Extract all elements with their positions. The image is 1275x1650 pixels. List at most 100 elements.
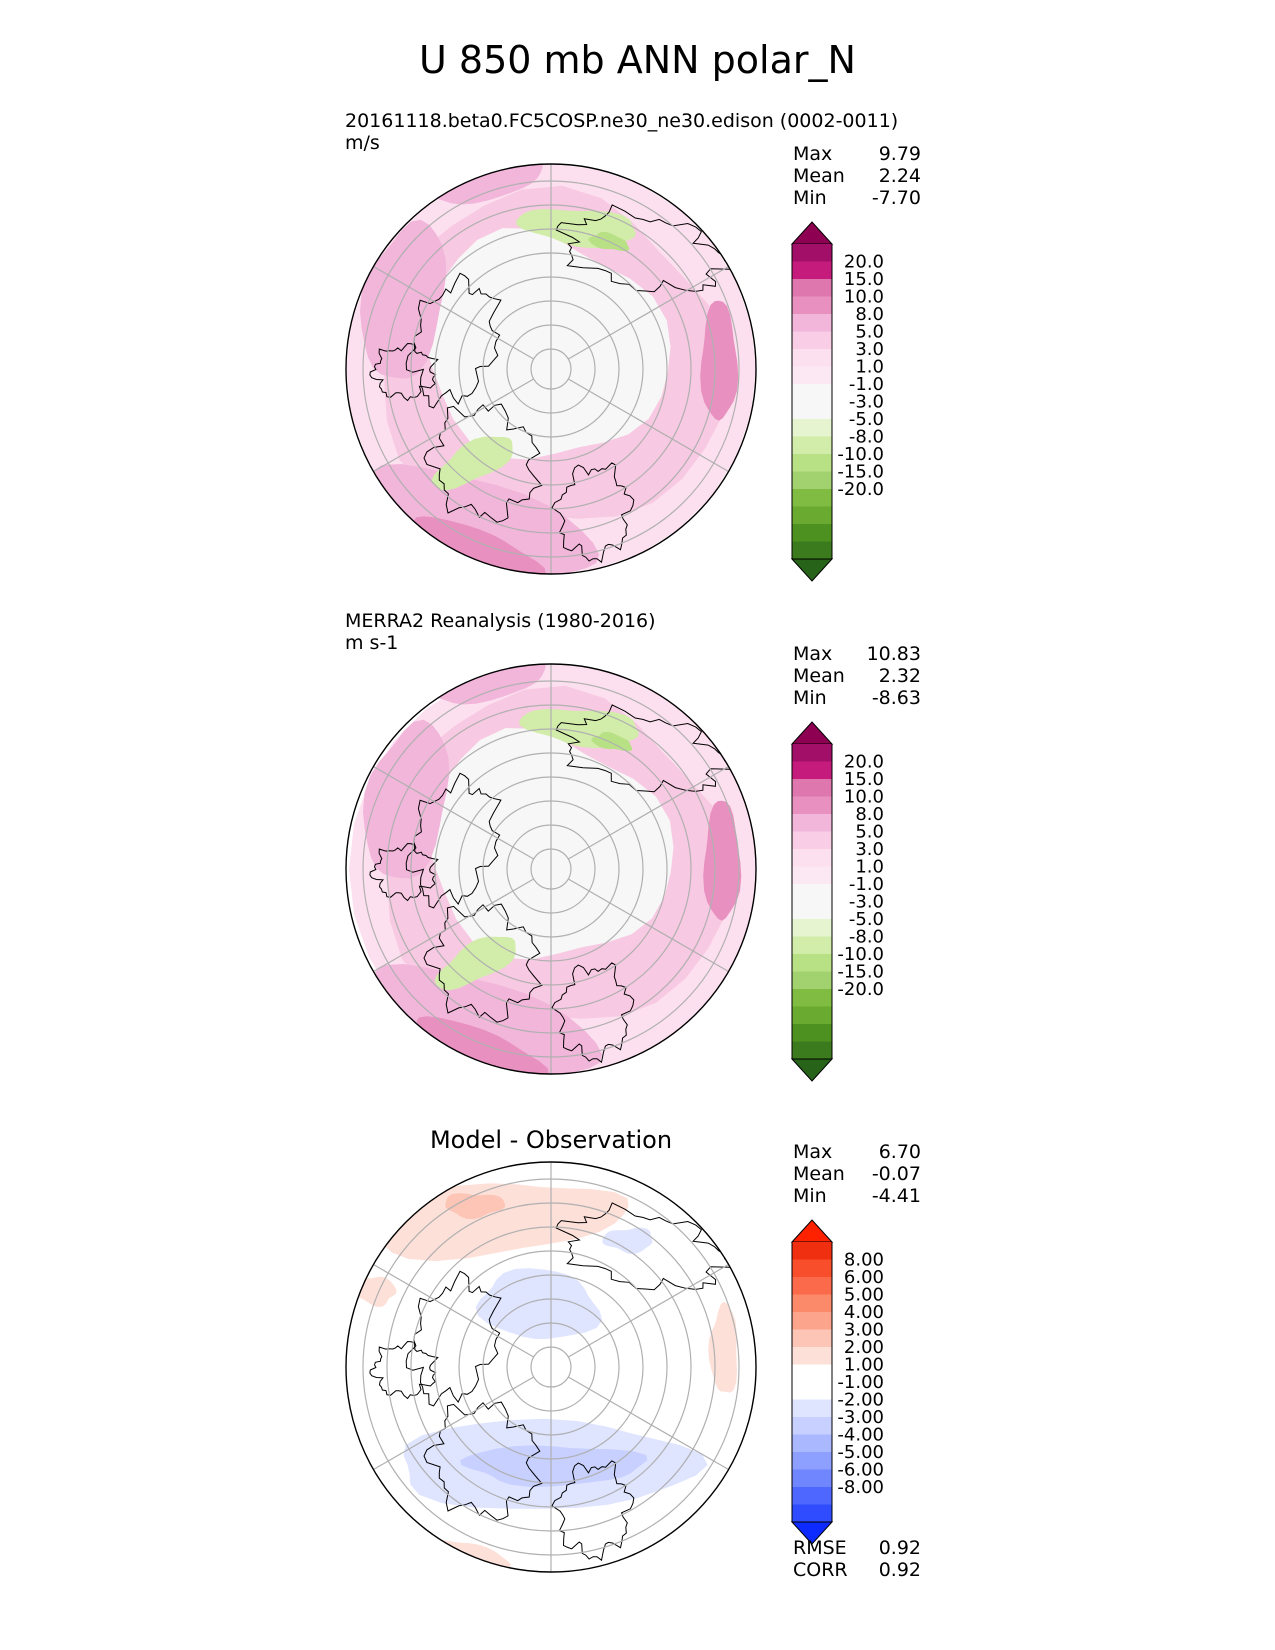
model-colorbar-tick-label: 1.0 — [855, 357, 884, 378]
coastline — [369, 342, 439, 402]
model-colorbar: 20.015.010.08.05.03.01.0-1.0-3.0-5.0-8.0… — [790, 221, 884, 582]
obs-map-contour-region — [703, 800, 742, 921]
coastline — [405, 772, 502, 909]
obs-colorbar-tick-label: -5.0 — [849, 909, 884, 930]
model-colorbar-bin — [792, 489, 832, 507]
obs-colorbar-tick-label: 20.0 — [844, 752, 884, 773]
obs-colorbar-bin — [792, 884, 832, 902]
model-map-boundary — [345, 163, 757, 575]
stat-max-value: 10.83 — [866, 643, 921, 665]
diff-colorbar-bin — [792, 1364, 832, 1383]
diff-colorbar-bin — [792, 1399, 832, 1418]
stat-min-label: Min — [793, 687, 827, 709]
obs-colorbar-tick-label: 5.0 — [855, 822, 884, 843]
model-colorbar-bin — [792, 401, 832, 420]
diff-colorbar-tick-label: 8.00 — [844, 1250, 884, 1271]
meridian — [568, 1263, 729, 1358]
obs-colorbar-bin — [792, 901, 832, 920]
model-colorbar-tick-label: 20.0 — [844, 252, 884, 273]
model-colorbar-tick-label: 10.0 — [844, 287, 884, 308]
diff-colorbar: 8.006.005.004.003.002.001.00-1.00-2.00-3… — [790, 1219, 884, 1545]
model-colorbar-tick-label: -20.0 — [837, 479, 884, 500]
model-panel-caption: 20161118.beta0.FC5COSP.ne30_ne30.edison … — [345, 110, 899, 132]
stat-min-value: -8.63 — [871, 687, 921, 709]
stat-mean-label: Mean — [793, 1163, 845, 1185]
diff-colorbar-tick-label: 1.00 — [844, 1355, 884, 1376]
obs-colorbar-bin — [792, 954, 832, 972]
obs-map-contour-region — [426, 664, 546, 705]
diff-colorbar-tick-label: -5.00 — [837, 1442, 884, 1463]
model-map-contour-region — [423, 164, 543, 205]
obs-colorbar-extend-max — [790, 721, 834, 745]
meridian — [568, 878, 729, 973]
corr-value: 0.92 — [878, 1559, 921, 1581]
diff-colorbar-tick-label: 6.00 — [844, 1267, 884, 1288]
diff-colorbar-extend-min — [790, 1521, 834, 1545]
meridian — [373, 765, 534, 860]
coastline — [369, 842, 439, 902]
obs-colorbar-tick-label: -8.0 — [849, 927, 884, 948]
stat-min-label: Min — [793, 187, 827, 209]
obs-colorbar-bin — [792, 814, 832, 832]
rmse-value: 0.92 — [878, 1537, 921, 1559]
obs-map-contour-region — [434, 936, 516, 991]
obs-colorbar-bin — [792, 1024, 832, 1042]
model-colorbar-tick-label: 3.0 — [855, 339, 884, 360]
model-map-graticule — [362, 164, 740, 574]
meridian — [373, 265, 534, 360]
model-colorbar-bin — [792, 261, 832, 280]
diff-map-contour-region — [460, 1445, 648, 1488]
stat-max-value: 9.79 — [878, 143, 921, 165]
diff-map-boundary — [345, 1161, 757, 1573]
diff-colorbar-bin — [792, 1382, 832, 1400]
obs-colorbar-tick-label: -15.0 — [837, 962, 884, 983]
obs-panel-caption: MERRA2 Reanalysis (1980-2016) — [345, 610, 656, 632]
diff-colorbar-bin — [792, 1277, 832, 1295]
diff-colorbar-tick-label: 5.00 — [844, 1285, 884, 1306]
model-colorbar-bin — [792, 244, 832, 262]
diff-colorbar-bin — [792, 1469, 832, 1488]
diff-colorbar-bin — [792, 1259, 832, 1278]
rmse-label: RMSE — [793, 1537, 847, 1559]
obs-polar-map — [345, 663, 757, 1075]
model-colorbar-bin — [792, 349, 832, 367]
stat-min-value: -7.70 — [871, 187, 921, 209]
obs-map-contour-region — [591, 731, 633, 752]
diff-colorbar-bin — [792, 1487, 832, 1505]
diff-colorbar-bin — [792, 1504, 832, 1523]
model-colorbar-bin — [792, 541, 832, 560]
coastline — [423, 903, 543, 1023]
coastline — [551, 962, 635, 1064]
obs-colorbar-tick-label: -10.0 — [837, 944, 884, 965]
model-stats: Max 9.79 Mean 2.24 Min -7.70 — [793, 143, 921, 209]
diff-colorbar-tick-label: -8.00 — [837, 1477, 884, 1498]
obs-colorbar-bin — [792, 761, 832, 780]
model-colorbar-tick-label: 8.0 — [855, 304, 884, 325]
stat-mean-value: 2.32 — [878, 665, 921, 687]
model-colorbar-tick-label: 5.0 — [855, 322, 884, 343]
model-colorbar-bin — [792, 314, 832, 332]
coastline — [555, 204, 739, 293]
meridian — [568, 1376, 729, 1471]
diff-map-contour-region — [369, 1183, 629, 1262]
diff-map-graticule — [362, 1162, 740, 1572]
model-colorbar-tick-label: -10.0 — [837, 444, 884, 465]
meridian — [373, 878, 534, 973]
obs-colorbar-bin — [792, 1006, 832, 1025]
obs-map-graticule — [362, 664, 740, 1074]
model-colorbar-tick-label: -3.0 — [849, 392, 884, 413]
diff-stats: Max 6.70 Mean -0.07 Min -4.41 — [793, 1141, 921, 1207]
obs-colorbar-bin — [792, 1041, 832, 1060]
coastline — [555, 1202, 739, 1291]
obs-colorbar-bin — [792, 796, 832, 815]
diff-metrics: RMSE 0.92 CORR 0.92 — [793, 1537, 921, 1581]
obs-colorbar-tick-label: -20.0 — [837, 979, 884, 1000]
model-map-field — [346, 164, 756, 574]
meridian — [373, 378, 534, 473]
model-map-coastlines — [369, 204, 739, 564]
obs-colorbar-tick-label: 10.0 — [844, 787, 884, 808]
obs-colorbar-extend-min — [790, 1058, 834, 1082]
stat-max-label: Max — [793, 1141, 833, 1163]
stat-min-label: Min — [793, 1185, 827, 1207]
diff-colorbar-tick-label: -1.00 — [837, 1372, 884, 1393]
